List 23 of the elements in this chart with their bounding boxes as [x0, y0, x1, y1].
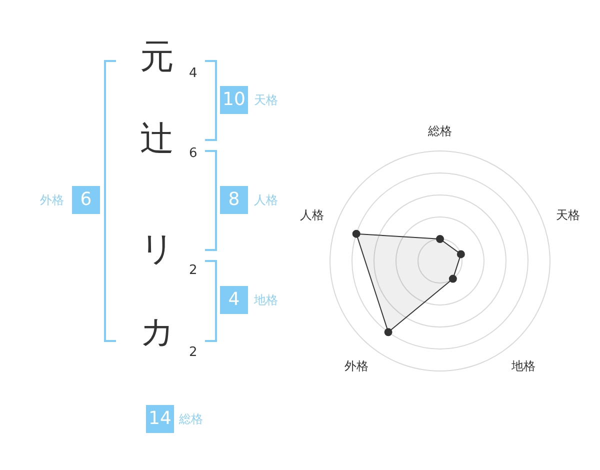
text: 元 — [140, 37, 174, 77]
text: 10 — [220, 86, 248, 114]
text: 6 — [72, 186, 100, 214]
spoke-label: 天格 — [556, 208, 580, 222]
spoke-label: 外格 — [344, 359, 368, 373]
text: 2 — [189, 263, 198, 278]
spoke-label: 総格 — [427, 124, 452, 138]
text: 2 — [189, 345, 198, 360]
spoke-label: 人格 — [300, 208, 324, 222]
text: 6 — [189, 146, 198, 161]
text: 外格 — [40, 193, 64, 207]
text: 地格 — [254, 293, 278, 307]
text: カ — [140, 312, 175, 352]
text: 人格 — [254, 193, 278, 207]
text: 8 — [220, 186, 248, 214]
text: リ — [140, 229, 175, 269]
text: 4 — [220, 286, 248, 314]
spoke-label: 地格 — [510, 359, 536, 373]
text: 天格 — [254, 93, 278, 107]
text: 4 — [189, 66, 198, 81]
text: 14 — [146, 405, 174, 433]
text: 辻 — [140, 119, 174, 159]
text: 総格 — [179, 412, 203, 426]
